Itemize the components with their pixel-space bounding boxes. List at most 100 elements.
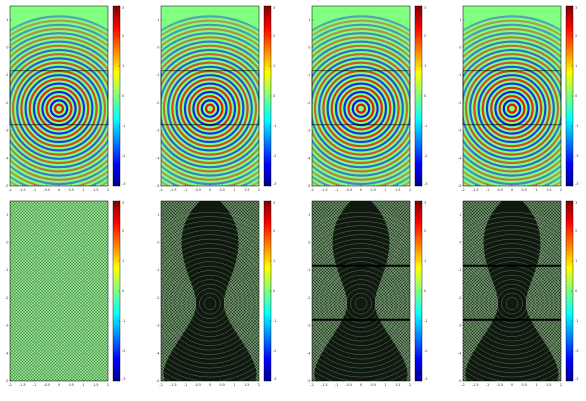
y-tick-label: -3 <box>5 129 9 133</box>
y-tick-label: -4 <box>307 156 311 160</box>
y-tick-label: 1 <box>6 213 8 217</box>
y-tick-label: 1 <box>6 18 8 22</box>
y-tick-label: -1 <box>458 268 462 272</box>
x-tick-label: 0.5 <box>219 188 225 192</box>
x-tick-label: -1 <box>33 383 37 387</box>
x-tick-label: 2 <box>107 383 109 387</box>
x-tick-label: 1.5 <box>395 188 401 192</box>
x-tick-label: -1 <box>184 383 188 387</box>
plot-area <box>0 6 151 201</box>
x-tick-label: -2 <box>461 188 465 192</box>
x-tick-label: 0 <box>360 383 362 387</box>
colorbar-tick-label: 0 <box>424 289 426 293</box>
x-tick-label: 0.5 <box>68 383 74 387</box>
y-tick-label: 0 <box>459 46 461 50</box>
x-tick-label: 0.5 <box>219 383 225 387</box>
y-tick-label: 1 <box>459 18 461 22</box>
y-tick-label: -4 <box>156 351 160 355</box>
y-tick-label: -2 <box>156 101 160 105</box>
colorbar-tick-label: 3 <box>575 6 577 10</box>
y-tick-label: 0 <box>157 241 159 245</box>
colorbar-tick-label: -3 <box>575 182 579 186</box>
x-tick-label: 2 <box>409 188 411 192</box>
x-tick-label: -1.5 <box>170 188 177 192</box>
x-tick-label: 0 <box>58 383 60 387</box>
colorbar-tick-label: 0 <box>575 289 577 293</box>
colorbar-tick-label: 2 <box>122 34 124 38</box>
y-tick-label: -1 <box>307 73 311 77</box>
colorbar-tick-label: 2 <box>424 34 426 38</box>
x-tick-label: 1 <box>233 383 235 387</box>
y-tick-label: 0 <box>6 46 8 50</box>
x-tick-label: 0 <box>58 188 60 192</box>
x-tick-label: -1.5 <box>321 188 328 192</box>
x-tick-label: 1.5 <box>546 383 552 387</box>
colorbar-tick-label: 3 <box>424 6 426 10</box>
y-tick-label: -2 <box>307 296 311 300</box>
x-tick-label: 1.5 <box>244 188 250 192</box>
colorbar-tick-label: -2 <box>575 349 579 353</box>
colorbar-tick-label: 1 <box>122 259 124 263</box>
x-tick-label: 1 <box>82 383 84 387</box>
y-tick-label: 1 <box>308 213 310 217</box>
colorbar-tick-label: 1 <box>424 64 426 68</box>
colorbar-tick-label: 3 <box>122 201 124 205</box>
x-tick-label: 2 <box>258 188 260 192</box>
x-tick-label: -0.5 <box>496 383 503 387</box>
y-tick-label: -5 <box>5 379 9 383</box>
y-tick-label: -2 <box>5 296 9 300</box>
x-tick-label: -2 <box>159 383 163 387</box>
x-tick-label: -1 <box>335 188 339 192</box>
x-tick-label: 1.5 <box>395 383 401 387</box>
y-tick-label: -1 <box>458 73 462 77</box>
y-tick-label: -5 <box>307 379 311 383</box>
x-tick-label: 0 <box>511 188 513 192</box>
x-tick-label: -0.5 <box>194 383 201 387</box>
y-tick-label: -3 <box>156 129 160 133</box>
x-tick-label: -2 <box>8 188 12 192</box>
y-tick-label: -3 <box>5 324 9 328</box>
colorbar-tick-label: -3 <box>424 377 428 381</box>
colorbar-tick-label: -1 <box>424 124 428 128</box>
colorbar-tick-label: -3 <box>122 377 126 381</box>
y-tick-label: 0 <box>157 46 159 50</box>
x-tick-label: 1.5 <box>244 383 250 387</box>
x-tick-label: 0.5 <box>521 383 527 387</box>
x-tick-label: 2 <box>560 383 562 387</box>
y-tick-label: 0 <box>459 241 461 245</box>
x-tick-label: -0.5 <box>496 188 503 192</box>
colorbar-tick-label: 1 <box>273 259 275 263</box>
x-tick-label: 1 <box>233 188 235 192</box>
y-tick-label: -3 <box>156 324 160 328</box>
x-tick-label: -0.5 <box>345 383 352 387</box>
colorbar-tick-label: -1 <box>273 124 277 128</box>
y-tick-label: -2 <box>458 296 462 300</box>
colorbar-tick-label: -2 <box>122 154 126 158</box>
colorbar-tick-label: -2 <box>273 349 277 353</box>
colorbar-tick-label: 0 <box>122 94 124 98</box>
x-tick-label: -1 <box>486 188 490 192</box>
x-tick-label: -1.5 <box>472 188 479 192</box>
colorbar-tick-label: -1 <box>273 319 277 323</box>
x-tick-label: 1 <box>535 188 537 192</box>
y-tick-label: 0 <box>308 241 310 245</box>
colorbar-tick-label: 1 <box>424 259 426 263</box>
colorbar-tick-label: -2 <box>424 154 428 158</box>
x-tick-label: -2 <box>8 383 12 387</box>
colorbar-tick-label: 2 <box>575 229 577 233</box>
y-tick-label: -5 <box>307 184 311 188</box>
y-tick-label: -3 <box>307 324 311 328</box>
y-tick-label: -5 <box>458 184 462 188</box>
x-tick-label: 1 <box>535 383 537 387</box>
colorbar-tick-label: -1 <box>575 319 579 323</box>
y-tick-label: 1 <box>157 18 159 22</box>
x-tick-label: 1.5 <box>93 188 99 192</box>
y-tick-label: 0 <box>6 241 8 245</box>
y-tick-label: -4 <box>307 351 311 355</box>
